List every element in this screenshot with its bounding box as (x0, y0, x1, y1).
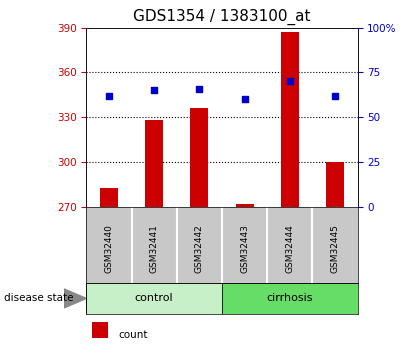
Bar (236, 204, 254, 207)
Point (286, 79, 293, 84)
Bar (326, 162, 344, 207)
Text: count: count (119, 330, 148, 340)
Point (196, 86, 203, 91)
Text: disease state: disease state (4, 294, 74, 303)
Bar (145, 120, 163, 207)
Point (332, 93, 338, 99)
Polygon shape (64, 289, 86, 308)
Point (241, 97, 248, 102)
Title: GDS1354 / 1383100_at: GDS1354 / 1383100_at (133, 9, 311, 25)
Text: GSM32444: GSM32444 (285, 224, 294, 273)
Bar (222, 283, 358, 314)
Bar (86, 283, 222, 314)
Text: GSM32441: GSM32441 (150, 224, 159, 273)
Bar (281, 32, 299, 207)
Bar (92, 322, 108, 338)
Point (106, 93, 112, 99)
Text: GSM32442: GSM32442 (195, 224, 204, 273)
Bar (190, 108, 208, 207)
Text: GSM32440: GSM32440 (104, 224, 113, 273)
Point (151, 88, 157, 93)
Text: GSM32445: GSM32445 (330, 224, 339, 273)
Text: cirrhosis: cirrhosis (266, 294, 313, 303)
Bar (100, 188, 118, 207)
Text: control: control (135, 294, 173, 303)
Text: GSM32443: GSM32443 (240, 224, 249, 273)
